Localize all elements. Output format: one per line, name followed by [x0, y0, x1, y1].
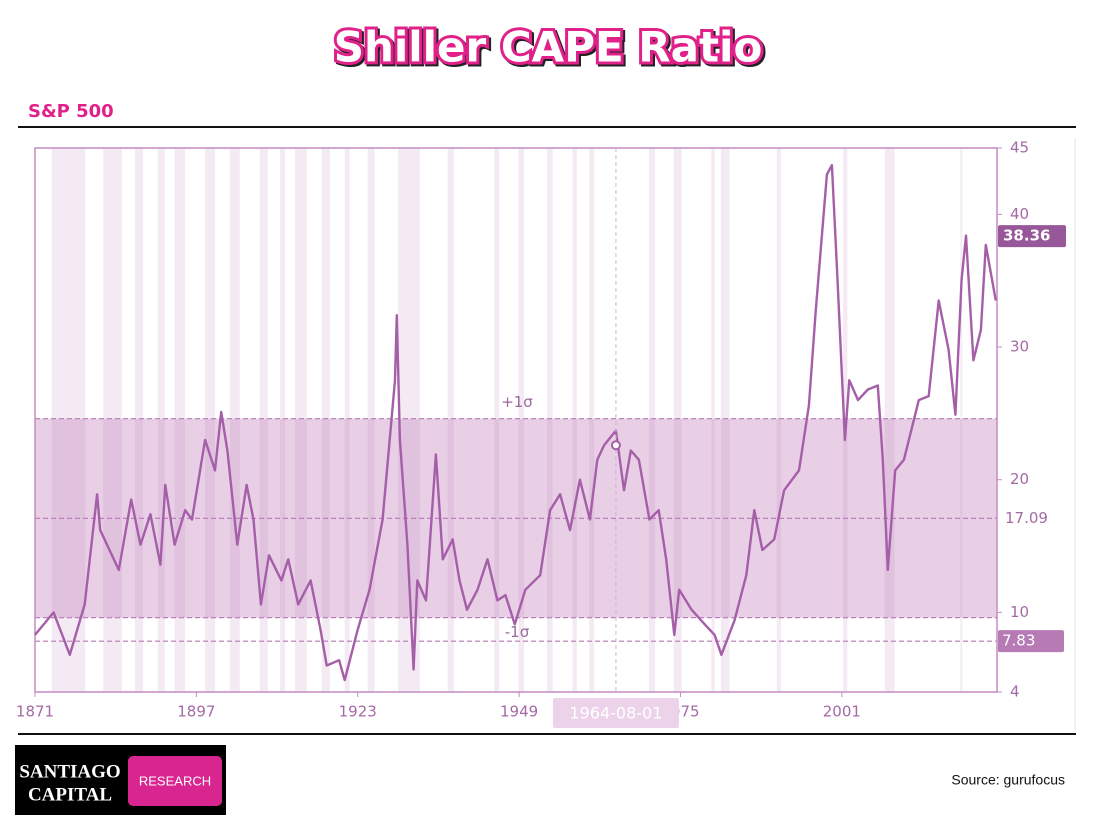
x-tick-label: 1923: [339, 703, 377, 721]
recession-band: [344, 148, 350, 692]
recession-band: [518, 148, 525, 692]
y-tick-label: 20: [1010, 470, 1029, 488]
recession-band: [398, 148, 420, 692]
chart-subtitle: S&P 500: [28, 101, 114, 122]
logo-badge: [128, 756, 222, 806]
logo-brand: SANTIAGO: [19, 761, 120, 782]
x-tick-label: 1897: [177, 703, 215, 721]
recession-band: [205, 148, 215, 692]
last-label: 38.36: [1003, 227, 1050, 245]
logo-badge-text: RESEARCH: [139, 773, 211, 788]
recession-band: [711, 148, 715, 692]
sigma-label: +1σ: [501, 393, 533, 411]
recession-band: [673, 148, 682, 692]
y-tick-label: 30: [1010, 338, 1029, 356]
recession-band: [280, 148, 286, 692]
recession-band: [321, 148, 330, 692]
recession-band: [447, 148, 454, 692]
x-tick-label: 1949: [500, 703, 538, 721]
recession-band: [259, 148, 268, 692]
recession-band: [134, 148, 143, 692]
last-label-box: [998, 225, 1066, 248]
recession-band: [884, 148, 895, 692]
y-tick-label: 10: [1010, 603, 1029, 621]
y-tick-label: 45: [1010, 139, 1029, 157]
source-note: Source: gurufocus: [951, 772, 1065, 788]
cursor-tooltip: [552, 698, 679, 728]
cape-line: [34, 164, 997, 682]
recession-band: [157, 148, 165, 692]
sigma-label: -1σ: [505, 623, 530, 641]
y-tick-label: 40: [1010, 205, 1029, 223]
recession-band: [589, 148, 595, 692]
y-tick-label: 4: [1010, 683, 1020, 701]
recession-band: [51, 148, 86, 692]
recession-band: [776, 148, 782, 692]
low-label: 7.83: [1002, 632, 1035, 650]
logo-brand: CAPITAL: [28, 784, 112, 805]
recession-band: [648, 148, 656, 692]
recession-band: [174, 148, 186, 692]
cursor-point: [610, 440, 621, 451]
x-tick-label: 1871: [16, 703, 54, 721]
recession-band: [494, 148, 500, 692]
recession-band: [295, 148, 307, 692]
recession-band: [367, 148, 375, 692]
recession-band: [547, 148, 553, 692]
chart-title: Shiller CAPE Ratio: [334, 23, 763, 72]
recession-band: [229, 148, 240, 692]
plot-border: [34, 147, 998, 693]
recession-band: [720, 148, 730, 692]
cursor-label: 1964-08-01: [569, 704, 662, 723]
low-label-box: [998, 630, 1064, 653]
recession-band: [960, 148, 963, 692]
recession-band: [103, 148, 122, 692]
recession-band: [572, 148, 577, 692]
mean-label: 17.09: [1005, 509, 1048, 527]
x-tick-label: 2001: [823, 703, 861, 721]
